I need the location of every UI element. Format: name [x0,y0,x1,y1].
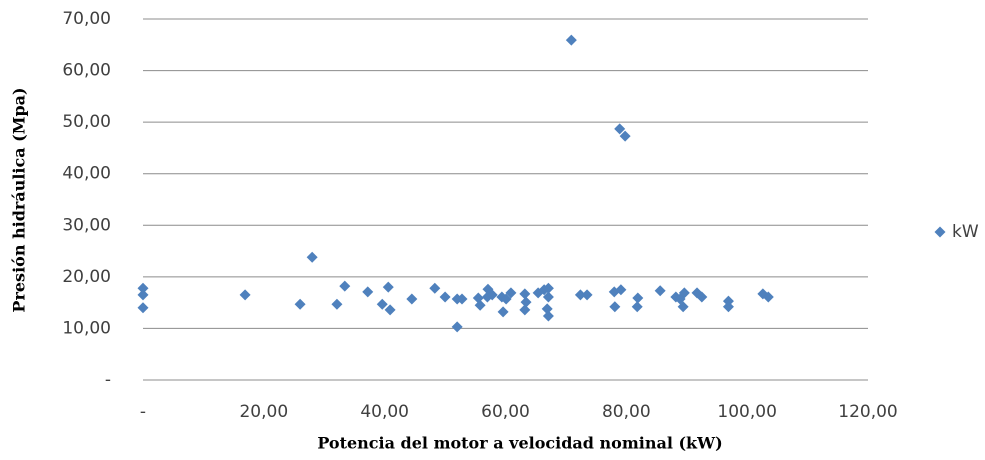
x-tick-label: 60,00 [481,402,530,422]
point [382,281,394,293]
point [439,291,451,303]
x-axis-title: Potencia del motor a velocidad nominal (… [317,434,722,453]
point [306,251,318,263]
y-tick-label: 60,00 [62,61,111,81]
point [581,289,593,301]
y-tick-label: - [105,370,111,390]
point [384,304,396,316]
legend-label: kW [952,222,979,242]
x-tick-label: 120,00 [838,402,897,422]
point [542,291,554,303]
point [722,295,734,307]
point [474,299,486,311]
y-tick-label: 30,00 [62,215,111,235]
point [137,289,149,301]
point [239,289,251,301]
point [654,285,666,297]
point [619,130,631,142]
point [574,289,586,301]
point [519,288,531,300]
point [339,280,351,292]
y-tick-label: 50,00 [62,112,111,132]
point [677,301,689,313]
y-tick-label: 10,00 [62,318,111,338]
y-axis-title: Presión hidráulica (Mpa) [10,87,29,312]
point [505,287,517,299]
point [632,292,644,304]
point [609,301,621,313]
point [631,301,643,313]
point [486,289,498,301]
point [520,296,532,308]
y-tick-label: 40,00 [62,164,111,184]
y-tick-label: 70,00 [62,9,111,29]
point [762,291,774,303]
point [376,298,388,310]
point [565,34,577,46]
x-tick-label: 40,00 [360,402,409,422]
y-tick-label: 20,00 [62,267,111,287]
point [137,282,149,294]
x-tick-label: 100,00 [717,402,776,422]
point [429,282,441,294]
point [406,293,418,305]
legend-marker [934,226,946,238]
point [331,298,343,310]
point [137,302,149,314]
point [497,306,509,318]
point [614,123,626,135]
point [722,301,734,313]
x-tick-label: 80,00 [602,402,651,422]
point [519,304,531,316]
x-tick-label: - [140,402,146,422]
x-tick-label: 20,00 [239,402,288,422]
point [541,303,553,315]
point [362,286,374,298]
point [294,298,306,310]
point [456,293,468,305]
point [678,287,690,299]
point [696,291,708,303]
point [615,284,627,296]
point [451,321,463,333]
point [542,310,554,322]
point [542,282,554,294]
point [500,293,512,305]
